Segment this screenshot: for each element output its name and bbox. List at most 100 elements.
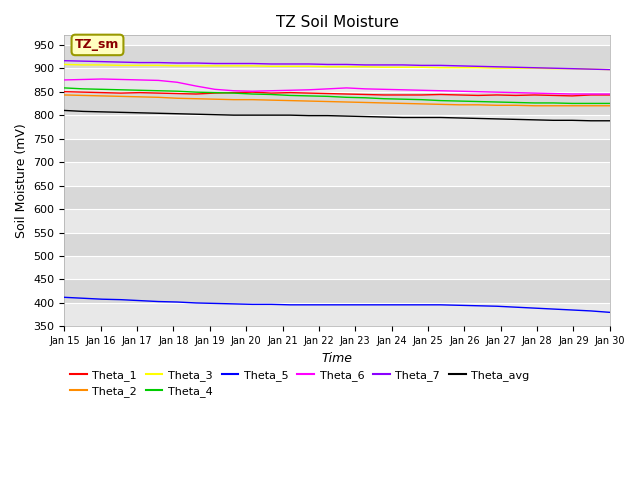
Theta_5 (342, 302, 350, 308)
Theta_avg (512, 117, 520, 122)
Theta_4 (550, 100, 557, 106)
Theta_4 (230, 90, 237, 96)
Theta_1 (342, 91, 350, 97)
Theta_avg (230, 112, 237, 118)
Theta_3 (606, 67, 614, 72)
X-axis label: Time: Time (321, 352, 353, 365)
Theta_7 (380, 62, 388, 68)
Theta_7 (568, 66, 576, 72)
Theta_6 (173, 79, 181, 85)
Theta_7 (248, 60, 256, 66)
Theta_5 (399, 302, 407, 308)
Theta_2 (192, 96, 200, 102)
Y-axis label: Soil Moisture (mV): Soil Moisture (mV) (15, 123, 28, 238)
Theta_2 (436, 101, 444, 107)
Theta_6 (117, 77, 125, 83)
Theta_4 (286, 93, 294, 98)
Theta_avg (117, 109, 125, 115)
Theta_4 (493, 99, 500, 105)
Theta_5 (606, 310, 614, 315)
Theta_6 (568, 91, 576, 97)
Theta_avg (268, 112, 275, 118)
Theta_7 (155, 60, 163, 65)
Theta_3 (61, 61, 68, 67)
Theta_1 (61, 89, 68, 95)
Theta_1 (380, 92, 388, 98)
Bar (65, 139, 610, 162)
Theta_7 (436, 62, 444, 68)
Theta_6 (79, 77, 87, 83)
Theta_avg (98, 109, 106, 115)
Theta_2 (493, 102, 500, 108)
Theta_6 (211, 86, 219, 92)
Theta_5 (98, 296, 106, 302)
Theta_1 (248, 89, 256, 95)
Theta_2 (324, 99, 332, 105)
Theta_3 (531, 65, 538, 71)
Theta_1 (192, 91, 200, 97)
Theta_5 (79, 295, 87, 301)
Theta_avg (61, 108, 68, 113)
Theta_3 (399, 64, 407, 70)
Theta_avg (248, 112, 256, 118)
Title: TZ Soil Moisture: TZ Soil Moisture (276, 15, 399, 30)
Theta_2 (211, 96, 219, 102)
Theta_6 (342, 85, 350, 91)
Theta_7 (117, 59, 125, 65)
Theta_7 (268, 61, 275, 67)
Theta_5 (268, 301, 275, 307)
Theta_3 (550, 66, 557, 72)
Theta_5 (286, 302, 294, 308)
Theta_3 (418, 64, 426, 70)
Bar (65, 209, 610, 232)
Theta_4 (248, 91, 256, 97)
Theta_avg (493, 116, 500, 122)
Theta_4 (136, 87, 143, 93)
Theta_4 (342, 95, 350, 100)
Line: Theta_6: Theta_6 (65, 79, 610, 94)
Theta_7 (493, 64, 500, 70)
Theta_4 (61, 85, 68, 91)
Theta_2 (474, 102, 482, 108)
Theta_1 (606, 92, 614, 98)
Theta_6 (286, 87, 294, 93)
Theta_4 (474, 99, 482, 105)
Theta_6 (531, 90, 538, 96)
Theta_5 (117, 297, 125, 302)
Theta_6 (305, 87, 313, 93)
Theta_2 (418, 101, 426, 107)
Theta_4 (456, 98, 463, 104)
Theta_avg (324, 113, 332, 119)
Theta_2 (305, 98, 313, 104)
Theta_2 (531, 103, 538, 108)
Theta_6 (418, 87, 426, 93)
Theta_6 (136, 77, 143, 83)
Theta_avg (380, 114, 388, 120)
Theta_2 (155, 95, 163, 100)
Theta_1 (456, 92, 463, 98)
Bar (65, 115, 610, 139)
Theta_avg (79, 108, 87, 114)
Theta_5 (305, 302, 313, 308)
Theta_2 (286, 98, 294, 104)
Theta_avg (173, 111, 181, 117)
Theta_6 (587, 91, 595, 97)
Theta_1 (550, 93, 557, 98)
Line: Theta_1: Theta_1 (65, 92, 610, 96)
Theta_4 (606, 100, 614, 106)
Theta_7 (211, 60, 219, 66)
Theta_1 (324, 91, 332, 96)
Theta_1 (568, 93, 576, 99)
Theta_avg (418, 115, 426, 120)
Theta_3 (474, 65, 482, 71)
Theta_avg (342, 113, 350, 119)
Theta_1 (305, 90, 313, 96)
Theta_5 (474, 303, 482, 309)
Theta_6 (230, 88, 237, 94)
Theta_7 (399, 62, 407, 68)
Theta_6 (474, 89, 482, 95)
Theta_3 (456, 65, 463, 71)
Theta_5 (456, 302, 463, 308)
Theta_2 (587, 103, 595, 108)
Theta_4 (211, 90, 219, 96)
